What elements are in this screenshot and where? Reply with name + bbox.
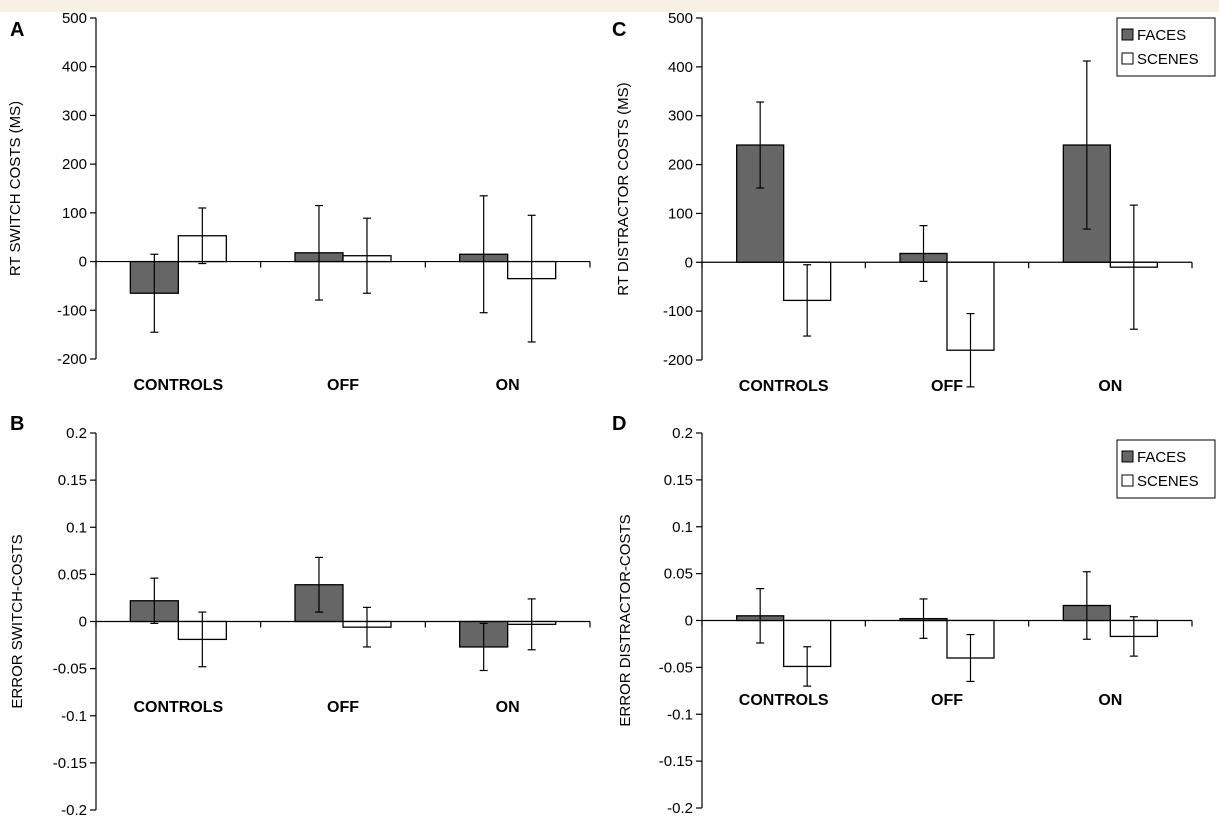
y-tick-label: -200 bbox=[57, 351, 87, 368]
y-tick-label: -100 bbox=[57, 302, 87, 319]
y-tick-label: 100 bbox=[62, 205, 87, 222]
legend-box bbox=[1116, 439, 1216, 499]
y-tick-label: 0.15 bbox=[664, 472, 693, 489]
x-category-label: CONTROLS bbox=[133, 377, 223, 394]
legend: FACES SCENES bbox=[1116, 17, 1216, 77]
y-tick-label: 0.05 bbox=[58, 566, 87, 583]
y-tick-label: -0.1 bbox=[667, 706, 693, 723]
y-tick-label: 500 bbox=[62, 10, 87, 27]
y-tick-label: -0.1 bbox=[61, 708, 87, 725]
scenes-legend-swatch bbox=[1121, 52, 1134, 65]
x-category-label: CONTROLS bbox=[739, 692, 829, 709]
legend: FACES SCENES bbox=[1116, 439, 1216, 499]
y-tick-label: 500 bbox=[668, 10, 693, 27]
y-tick-label: 0.05 bbox=[664, 566, 693, 583]
x-category-label: OFF bbox=[327, 377, 359, 394]
x-category-label: CONTROLS bbox=[739, 378, 829, 395]
y-axis-title: RT DISTRACTOR COSTS (MS) bbox=[615, 82, 632, 295]
x-category-label: OFF bbox=[327, 699, 359, 716]
y-tick-label: 300 bbox=[62, 107, 87, 124]
chart-panel-b: B 0.2 0.15 0.1 0.05 0 -0.05 -0.1 -0.15 -0.2 ERROR … bbox=[9, 413, 591, 817]
y-tick-label: 100 bbox=[668, 205, 693, 222]
y-axis-title: RT SWITCH COSTS (MS) bbox=[7, 101, 24, 276]
y-tick-label: -0.05 bbox=[659, 659, 693, 676]
panel-letter: B bbox=[10, 413, 24, 435]
x-category-label: OFF bbox=[931, 378, 963, 395]
panel-letter: C bbox=[612, 19, 626, 41]
y-tick-label: -0.2 bbox=[61, 802, 87, 817]
chart-panel-c: C 500 400 300 200 100 0 -100 -200 RT DISTRACTOR C… bbox=[612, 10, 1216, 395]
x-category-label: CONTROLS bbox=[133, 699, 223, 716]
y-tick-label: 300 bbox=[668, 108, 693, 125]
y-tick-label: 0 bbox=[79, 614, 87, 631]
legend-label: SCENES bbox=[1137, 51, 1199, 68]
y-tick-label: 200 bbox=[62, 156, 87, 173]
panel-letter: A bbox=[10, 19, 24, 41]
top-background-strip bbox=[0, 0, 1219, 12]
x-category-label: ON bbox=[1098, 378, 1122, 395]
y-tick-label: 400 bbox=[62, 59, 87, 76]
legend-label: SCENES bbox=[1137, 473, 1199, 490]
y-tick-label: -200 bbox=[663, 352, 693, 369]
scenes-legend-swatch bbox=[1121, 474, 1134, 487]
x-category-label: ON bbox=[496, 699, 520, 716]
x-category-label: OFF bbox=[931, 692, 963, 709]
y-tick-label: -0.05 bbox=[53, 661, 87, 678]
y-tick-label: 0.1 bbox=[672, 519, 693, 536]
faces-legend-swatch bbox=[1121, 28, 1134, 41]
panel-letter: D bbox=[612, 413, 626, 435]
chart-panel-d: D 0.2 0.15 0.1 0.05 0 -0.05 -0.1 -0.15 -0.2 ERROR … bbox=[612, 413, 1216, 817]
x-category-label: ON bbox=[496, 377, 520, 394]
y-tick-label: 0.2 bbox=[66, 425, 87, 442]
legend-box bbox=[1116, 17, 1216, 77]
legend-label: FACES bbox=[1137, 27, 1186, 44]
chart-panel-a: A 500 400 300 200 100 0 -100 -200 RT SWITCH COSTS… bbox=[7, 10, 591, 394]
y-axis-title: ERROR DISTRACTOR-COSTS bbox=[617, 514, 634, 726]
y-tick-label: 400 bbox=[668, 59, 693, 76]
y-tick-label: 0 bbox=[79, 254, 87, 271]
x-category-label: ON bbox=[1098, 692, 1122, 709]
y-tick-label: 200 bbox=[668, 157, 693, 174]
y-tick-label: 0 bbox=[685, 613, 693, 630]
y-tick-label: -0.2 bbox=[667, 800, 693, 817]
y-tick-label: 0.2 bbox=[672, 425, 693, 442]
y-tick-label: 0.1 bbox=[66, 519, 87, 536]
y-tick-label: -0.15 bbox=[53, 755, 87, 772]
y-tick-label: -0.15 bbox=[659, 753, 693, 770]
y-tick-label: 0 bbox=[685, 254, 693, 271]
y-tick-label: -100 bbox=[663, 303, 693, 320]
y-tick-label: 0.15 bbox=[58, 472, 87, 489]
y-axis-title: ERROR SWITCH-COSTS bbox=[9, 534, 26, 708]
legend-label: FACES bbox=[1137, 449, 1186, 466]
faces-legend-swatch bbox=[1121, 450, 1134, 463]
